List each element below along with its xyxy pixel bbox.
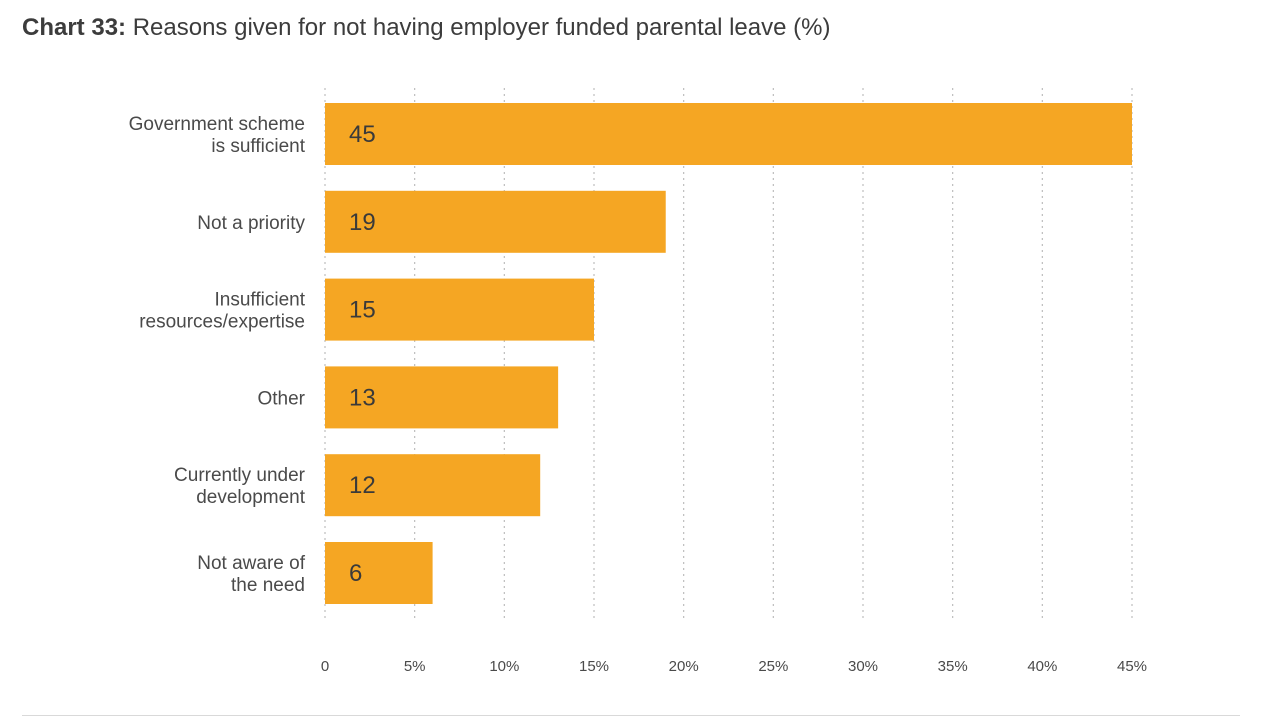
category-label-line: Government scheme xyxy=(129,114,305,135)
chart-title: Chart 33: Reasons given for not having e… xyxy=(22,14,830,42)
chart-title-prefix: Chart 33: xyxy=(22,14,127,41)
category-label: Not a priority xyxy=(197,213,305,234)
category-label-line: is sufficient xyxy=(211,136,305,157)
category-label: Other xyxy=(257,388,305,409)
category-label: Insufficient resources/expertise xyxy=(139,290,306,333)
category-label-line: resources/expertise xyxy=(139,312,305,333)
bar-layer xyxy=(325,103,1132,604)
x-tick-label: 40% xyxy=(1027,658,1057,675)
bar xyxy=(325,103,1132,165)
category-label-line: the need xyxy=(231,575,305,596)
x-tick-label: 45% xyxy=(1117,658,1147,675)
bar xyxy=(325,454,541,517)
x-tick-label: 25% xyxy=(758,658,788,675)
x-tick-label: 5% xyxy=(404,658,426,675)
bar-value-label: 45 xyxy=(349,121,376,148)
grid-layer xyxy=(324,88,1133,622)
x-tick-label: 10% xyxy=(489,658,519,675)
bar-value-label: 15 xyxy=(349,297,376,324)
category-label-line: Not a priority xyxy=(197,213,305,234)
bar xyxy=(325,542,433,604)
bar-value-label: 6 xyxy=(349,560,362,587)
bar xyxy=(325,366,559,429)
bar-value-label: 13 xyxy=(349,384,376,411)
x-tick-label: 35% xyxy=(938,658,968,675)
bottom-divider xyxy=(22,715,1240,716)
category-label-line: Not aware of xyxy=(197,553,305,574)
x-tick-label: 15% xyxy=(579,658,609,675)
bar xyxy=(325,278,594,341)
bar-value-label: 19 xyxy=(349,209,376,236)
bar xyxy=(325,190,666,253)
x-tick-label: 20% xyxy=(669,658,699,675)
x-tick-label: 30% xyxy=(848,658,878,675)
category-label-line: Insufficient xyxy=(215,290,306,311)
category-label-line: Currently under xyxy=(174,465,306,486)
bar-value-label: 12 xyxy=(349,472,376,499)
x-tick-label: 0 xyxy=(321,658,329,675)
category-label: Not aware of the need xyxy=(197,553,305,596)
chart-title-text: Reasons given for not having employer fu… xyxy=(132,14,831,41)
label-layer: 0 5% 10% 15% 20% 25% 30% 35% 40% 45% 45 Government … xyxy=(129,114,1147,675)
category-label-line: Other xyxy=(257,388,305,409)
category-label: Government scheme is sufficient xyxy=(129,114,306,157)
category-label-line: development xyxy=(196,487,306,508)
category-label: Currently under development xyxy=(174,465,306,508)
